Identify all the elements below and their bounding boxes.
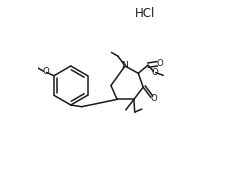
Text: O: O xyxy=(157,59,164,68)
Text: O: O xyxy=(43,67,49,76)
Text: N: N xyxy=(122,62,128,70)
Text: O: O xyxy=(150,94,157,103)
Text: O: O xyxy=(151,68,158,77)
Text: HCl: HCl xyxy=(135,7,156,20)
